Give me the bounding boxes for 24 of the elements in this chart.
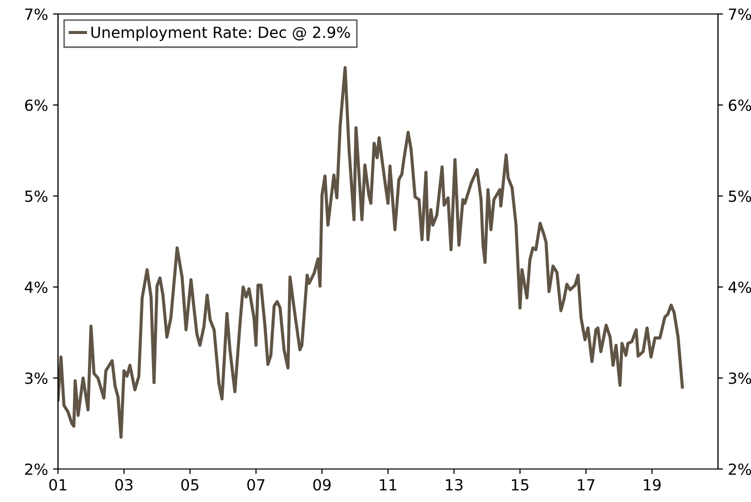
x-tick-label: 03: [115, 478, 132, 491]
y2-tick-label: 6%: [728, 99, 751, 112]
y-tick-label: 4%: [24, 281, 48, 294]
y2-tick-label: 5%: [728, 190, 751, 202]
y-tick-label: 5%: [25, 190, 48, 202]
x-tick-label: 15: [512, 479, 528, 491]
x-tick-label: 17: [578, 479, 594, 490]
x-tick-label: 05: [181, 478, 198, 491]
y-tick-label: 2%: [25, 463, 48, 476]
x-tick-label: 13: [446, 478, 462, 491]
y2-tick-label: 2%: [728, 463, 751, 476]
x-tick-label: 07: [247, 478, 264, 491]
y-tick-label: 6%: [25, 99, 48, 112]
line-series: [58, 66, 684, 439]
legend-label: Unemployment Rate: Dec @ 2.9%: [91, 26, 350, 42]
y2-tick-label: 3%: [728, 372, 751, 384]
x-tick-label: 01: [49, 478, 66, 491]
y2-tick-label: 4%: [728, 281, 751, 294]
y-tick-label: 7%: [25, 8, 48, 20]
y2-tick-label: 7%: [728, 8, 751, 20]
x-tick-label: 11: [380, 479, 396, 490]
x-tick-label: 19: [644, 478, 661, 491]
y-tick-label: 3%: [25, 372, 48, 384]
x-tick-label: 09: [313, 478, 331, 491]
